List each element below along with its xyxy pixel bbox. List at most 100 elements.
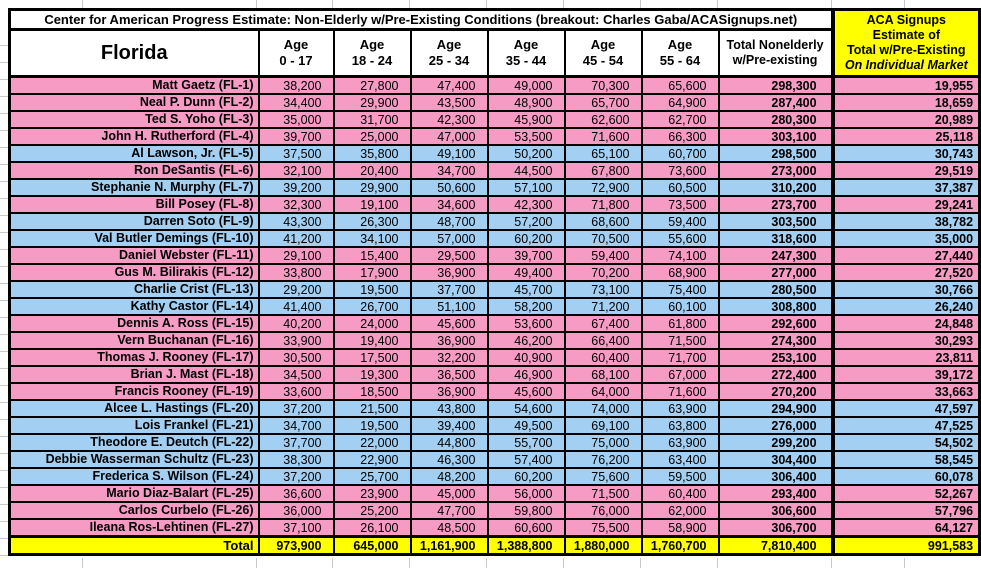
age-18-24-cell: 24,000 — [332, 314, 412, 333]
aca-header-line-3: Total w/Pre-Existing — [847, 43, 966, 57]
age-0-17-cell: 34,700 — [257, 416, 335, 435]
sheet-gridlines-left — [0, 29, 8, 558]
total-nonelderly-cell: 273,000 — [717, 161, 834, 180]
aca-estimate-cell: 64,127 — [830, 518, 981, 538]
representative-name-cell: John H. Rutherford (FL-4) — [8, 127, 260, 146]
age-0-17-cell: 36,000 — [257, 501, 335, 520]
aca-estimate-cell: 58,545 — [830, 450, 981, 469]
age-25-34-cell: 34,600 — [409, 195, 489, 214]
age-25-34-cell: 34,700 — [409, 161, 489, 180]
age-0-17-cell: 37,100 — [257, 518, 335, 538]
age-0-17-cell: 38,200 — [257, 75, 335, 95]
total-nonelderly-cell: 280,300 — [717, 110, 834, 129]
age-range: 35 - 44 — [505, 53, 547, 68]
district-row: Frederica S. Wilson (FL-24) 37,200 25,70… — [8, 467, 981, 486]
age-0-17-cell: 32,300 — [257, 195, 335, 214]
age-35-44-cell: 57,400 — [486, 450, 566, 469]
age-35-44-cell: 58,200 — [486, 297, 566, 316]
age-25-34-cell: 36,900 — [409, 382, 489, 401]
age-55-64-cell: 61,800 — [640, 314, 720, 333]
age-55-64-cell: 58,900 — [640, 518, 720, 538]
total-nonelderly-cell: 277,000 — [717, 263, 834, 282]
age-45-54-cell: 71,600 — [563, 127, 643, 146]
age-range: 55 - 64 — [659, 53, 701, 68]
total-nonelderly-cell: 272,400 — [717, 365, 834, 384]
age-35-44-cell: 46,200 — [486, 331, 566, 350]
age-range: 18 - 24 — [351, 53, 393, 68]
total-nonelderly-cell: 287,400 — [717, 93, 834, 112]
age-25-34-cell: 50,600 — [409, 178, 489, 197]
aca-estimate-cell: 38,782 — [830, 212, 981, 231]
age-0-17-cell: 29,200 — [257, 280, 335, 299]
representative-name-cell: Al Lawson, Jr. (FL-5) — [8, 144, 260, 163]
age-45-54-cell: 60,400 — [563, 348, 643, 367]
age-55-64-cell: 63,800 — [640, 416, 720, 435]
age-55-64-cell: 71,600 — [640, 382, 720, 401]
age-18-24-cell: 25,000 — [332, 127, 412, 146]
age-45-54-cell: 70,500 — [563, 229, 643, 248]
total-row: Total 973,900 645,000 1,161,900 1,388,80… — [8, 535, 981, 556]
age-45-54-cell: 75,600 — [563, 467, 643, 486]
age-35-44-cell: 49,000 — [486, 75, 566, 95]
age-55-64-cell: 67,000 — [640, 365, 720, 384]
total-nonelderly-cell: 298,300 — [717, 75, 834, 95]
representative-name-cell: Matt Gaetz (FL-1) — [8, 75, 260, 95]
representative-name-cell: Charlie Crist (FL-13) — [8, 280, 260, 299]
age-25-34-cell: 48,700 — [409, 212, 489, 231]
state-label: Florida — [8, 28, 260, 78]
district-row: Matt Gaetz (FL-1) 38,200 27,800 47,400 4… — [8, 75, 981, 95]
total-nonelderly-column-header: Total Nonelderly w/Pre-existing — [717, 28, 834, 78]
age-45-54-cell: 75,000 — [563, 433, 643, 452]
table-title: Center for American Progress Estimate: N… — [8, 8, 834, 31]
age-45-54-cell: 68,600 — [563, 212, 643, 231]
table-body: Matt Gaetz (FL-1) 38,200 27,800 47,400 4… — [8, 75, 981, 538]
age-35-44-cell: 60,600 — [486, 518, 566, 538]
age-45-54-cell: 67,400 — [563, 314, 643, 333]
age-45-54-cell: 71,500 — [563, 484, 643, 503]
age-word: Age — [283, 37, 309, 52]
age-18-24-cell: 34,100 — [332, 229, 412, 248]
representative-name-cell: Kathy Castor (FL-14) — [8, 297, 260, 316]
age-25-34-cell: 36,900 — [409, 263, 489, 282]
aca-estimate-cell: 27,440 — [830, 246, 981, 265]
representative-name-cell: Francis Rooney (FL-19) — [8, 382, 260, 401]
age-55-64-cell: 75,400 — [640, 280, 720, 299]
age-35-44-cell: 54,600 — [486, 399, 566, 418]
age-45-54-cell: 65,100 — [563, 144, 643, 163]
aca-estimate-cell: 37,387 — [830, 178, 981, 197]
age-18-24-cell: 23,900 — [332, 484, 412, 503]
age-0-17-cell: 32,100 — [257, 161, 335, 180]
age-0-17-cell: 37,500 — [257, 144, 335, 163]
total-nonelderly-cell: 304,400 — [717, 450, 834, 469]
total-nonelderly-cell: 310,200 — [717, 178, 834, 197]
age-25-34-cell: 57,000 — [409, 229, 489, 248]
age-0-17-cell: 33,800 — [257, 263, 335, 282]
age-45-54-cell: 75,500 — [563, 518, 643, 538]
age-55-64-cell: 66,300 — [640, 127, 720, 146]
age-18-24-cell: 22,900 — [332, 450, 412, 469]
representative-name-cell: Thomas J. Rooney (FL-17) — [8, 348, 260, 367]
total-nonelderly-cell: 280,500 — [717, 280, 834, 299]
age-word: Age — [667, 37, 693, 52]
district-row: Darren Soto (FL-9) 43,300 26,300 48,700 … — [8, 212, 981, 231]
age-18-24-cell: 29,900 — [332, 93, 412, 112]
age-45-54-cell: 76,200 — [563, 450, 643, 469]
representative-name-cell: Lois Frankel (FL-21) — [8, 416, 260, 435]
total-age-35-44-cell: 1,388,800 — [486, 535, 566, 556]
total-row-label: Total — [8, 535, 260, 556]
district-row: Alcee L. Hastings (FL-20) 37,200 21,500 … — [8, 399, 981, 418]
aca-estimate-cell: 30,293 — [830, 331, 981, 350]
aca-estimate-cell: 35,000 — [830, 229, 981, 248]
age-35-44-cell: 53,600 — [486, 314, 566, 333]
age-35-44-cell: 40,900 — [486, 348, 566, 367]
age-18-24-cell: 26,100 — [332, 518, 412, 538]
representative-name-cell: Ron DeSantis (FL-6) — [8, 161, 260, 180]
total-header-line-1: Total Nonelderly — [726, 38, 824, 52]
age-18-24-cell: 31,700 — [332, 110, 412, 129]
district-row: Carlos Curbelo (FL-26) 36,000 25,200 47,… — [8, 501, 981, 520]
district-row: Theodore E. Deutch (FL-22) 37,700 22,000… — [8, 433, 981, 452]
age-35-44-cell: 46,900 — [486, 365, 566, 384]
age-18-24-cell: 17,500 — [332, 348, 412, 367]
age-18-24-cell: 19,400 — [332, 331, 412, 350]
age-25-34-cell: 48,200 — [409, 467, 489, 486]
